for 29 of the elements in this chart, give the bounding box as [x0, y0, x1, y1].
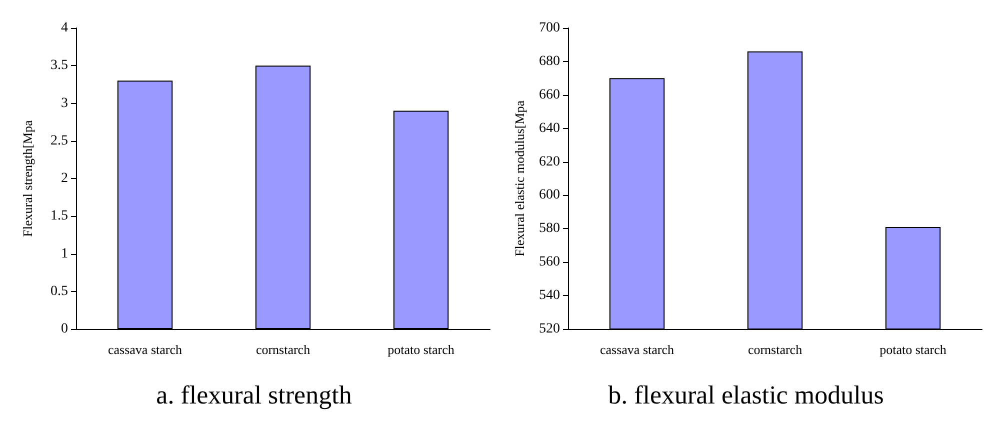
y-tick-label: 2.5 [50, 133, 68, 148]
text: a. flexural strength [156, 380, 352, 410]
y-tick-label: 640 [539, 120, 560, 136]
y-tick-label: 2 [61, 171, 68, 186]
x-tick-label: cassava starch [600, 342, 674, 357]
y-tick-label: 660 [539, 87, 560, 102]
y-axis-title: Flexural elastic modulus[Mpa [512, 100, 527, 256]
y-tick-label: 680 [539, 54, 560, 69]
y-tick-label: 1 [61, 246, 68, 262]
x-tick-label: potato starch [880, 342, 947, 357]
y-tick-label: 560 [539, 254, 560, 270]
y-tick-label: 4 [61, 20, 68, 36]
y-tick-label: 520 [539, 322, 560, 336]
y-tick-label: 600 [539, 188, 560, 203]
y-axis-title: Flexural strength[Mpa [20, 120, 35, 237]
x-tick-label: cornstarch [256, 342, 311, 357]
y-tick-label: 0 [61, 322, 68, 336]
x-tick-label: cornstarch [748, 342, 803, 357]
y-tick-label: 700 [539, 20, 560, 36]
y-tick-label: 580 [539, 221, 560, 236]
x-tick-label: cassava starch [108, 342, 182, 357]
y-tick-label: 540 [539, 288, 560, 304]
x-tick-label: potato starch [388, 342, 455, 357]
y-tick-label: 3.5 [50, 58, 68, 74]
y-tick-label: 620 [539, 154, 560, 170]
y-tick-label: 1.5 [50, 208, 68, 224]
y-tick-label: 0.5 [50, 284, 68, 299]
text: b. flexural elastic modulus [608, 380, 884, 410]
y-tick-label: 3 [61, 96, 68, 111]
